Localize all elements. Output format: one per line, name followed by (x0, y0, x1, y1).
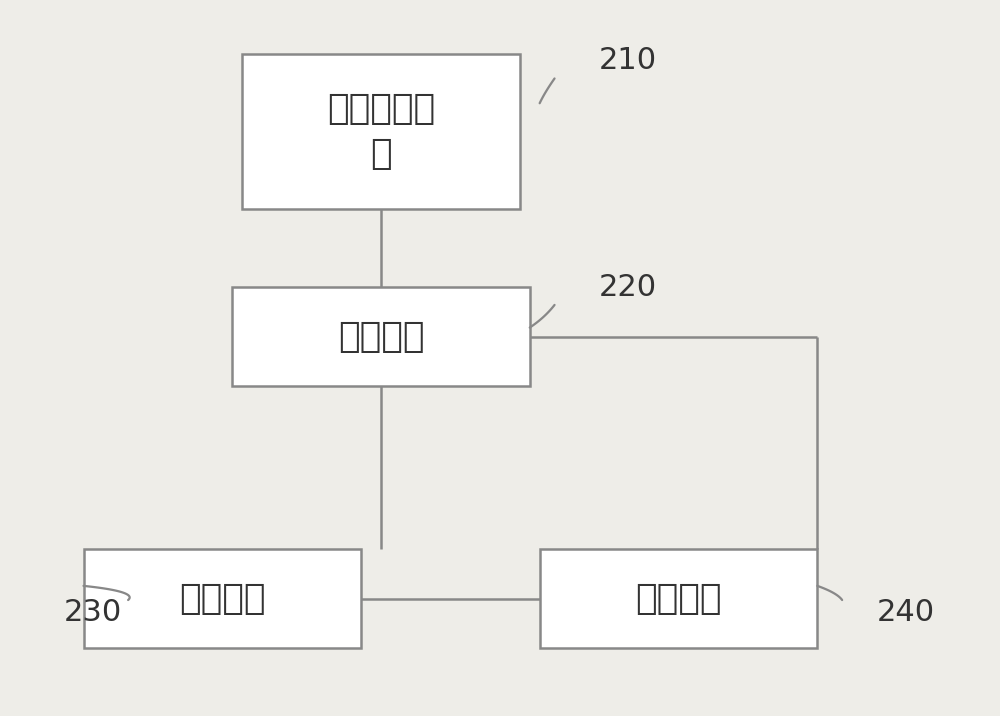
Text: 240: 240 (877, 599, 935, 627)
Text: 绘制模块: 绘制模块 (635, 581, 722, 616)
Text: 210: 210 (599, 47, 657, 75)
Text: 读取模块: 读取模块 (179, 581, 266, 616)
Bar (232, 287, 530, 387)
Text: 230: 230 (64, 599, 122, 627)
Text: 获取模块: 获取模块 (338, 320, 424, 354)
Bar (242, 54, 520, 209)
Bar (84, 549, 361, 648)
Text: 配置信息模
块: 配置信息模 块 (327, 92, 435, 171)
Text: 220: 220 (599, 273, 657, 301)
Bar (540, 549, 817, 648)
